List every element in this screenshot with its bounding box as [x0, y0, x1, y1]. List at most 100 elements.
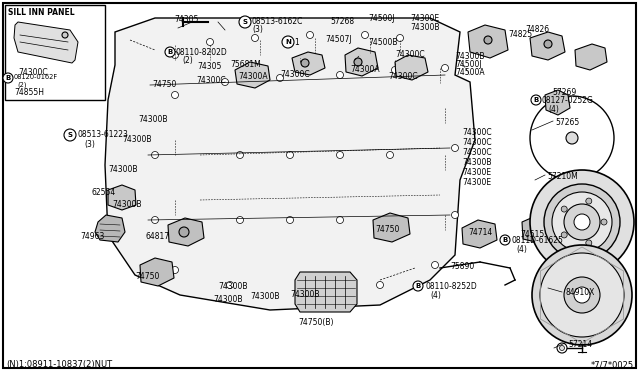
Text: 74507J: 74507J — [325, 35, 351, 44]
Polygon shape — [295, 272, 357, 312]
Text: N: N — [285, 39, 291, 45]
Text: 74300B: 74300B — [410, 23, 440, 32]
Text: B: B — [533, 97, 539, 103]
Circle shape — [337, 217, 344, 224]
Polygon shape — [530, 32, 565, 60]
Text: 74300E: 74300E — [462, 168, 491, 177]
Text: 74300B: 74300B — [462, 158, 492, 167]
Text: 74300B: 74300B — [213, 295, 243, 304]
Text: 74300C: 74300C — [196, 76, 226, 85]
Circle shape — [3, 73, 13, 83]
Circle shape — [442, 64, 449, 71]
Text: 74500A: 74500A — [455, 68, 484, 77]
Circle shape — [564, 277, 600, 313]
Circle shape — [559, 346, 564, 350]
Text: B: B — [5, 75, 11, 81]
Text: 74300C: 74300C — [462, 148, 492, 157]
Text: 57210M: 57210M — [547, 172, 578, 181]
Circle shape — [287, 151, 294, 158]
Circle shape — [530, 170, 634, 274]
Polygon shape — [345, 48, 378, 76]
Polygon shape — [395, 55, 428, 80]
Circle shape — [601, 219, 607, 225]
Text: 74300B: 74300B — [250, 292, 280, 301]
Text: 1: 1 — [294, 38, 299, 47]
Text: 08120-0162F: 08120-0162F — [14, 74, 58, 80]
Text: 74300C: 74300C — [462, 138, 492, 147]
Bar — [5, 5, 105, 100]
Text: 57268: 57268 — [330, 17, 354, 26]
Polygon shape — [14, 22, 78, 63]
Circle shape — [337, 71, 344, 78]
Text: 74300C: 74300C — [388, 72, 418, 81]
Text: 74300B: 74300B — [122, 135, 152, 144]
Circle shape — [566, 132, 578, 144]
Text: 75890: 75890 — [450, 262, 474, 271]
Circle shape — [413, 281, 423, 291]
Circle shape — [172, 266, 179, 273]
Polygon shape — [292, 52, 325, 75]
Text: 74500B: 74500B — [368, 38, 397, 47]
Text: 62554: 62554 — [92, 188, 116, 197]
Circle shape — [586, 240, 592, 246]
Circle shape — [561, 206, 567, 212]
Text: B: B — [415, 283, 420, 289]
Text: 74300E: 74300E — [462, 178, 491, 187]
Circle shape — [282, 36, 294, 48]
Circle shape — [165, 47, 175, 57]
Circle shape — [552, 192, 612, 252]
Circle shape — [574, 287, 590, 303]
Circle shape — [64, 129, 76, 141]
Text: 74305: 74305 — [197, 62, 221, 71]
Circle shape — [540, 253, 624, 337]
Circle shape — [561, 232, 567, 238]
Polygon shape — [105, 18, 475, 310]
Circle shape — [544, 184, 620, 260]
Polygon shape — [168, 218, 204, 246]
Text: (2): (2) — [182, 56, 193, 65]
Circle shape — [530, 96, 614, 180]
Text: 74300C: 74300C — [462, 128, 492, 137]
Text: (4): (4) — [548, 105, 559, 114]
Text: 74750: 74750 — [375, 225, 399, 234]
Polygon shape — [555, 174, 575, 190]
Circle shape — [152, 151, 159, 158]
Circle shape — [307, 292, 314, 298]
Text: 74515: 74515 — [520, 230, 544, 239]
Circle shape — [237, 217, 243, 224]
Circle shape — [564, 204, 600, 240]
Text: SILL INN PANEL: SILL INN PANEL — [8, 8, 75, 17]
Circle shape — [307, 32, 314, 38]
Text: 57269: 57269 — [552, 88, 576, 97]
Text: 74300C: 74300C — [18, 68, 47, 77]
Circle shape — [354, 58, 362, 66]
Polygon shape — [468, 25, 508, 58]
Circle shape — [397, 35, 403, 42]
Text: (3): (3) — [84, 140, 95, 149]
Circle shape — [172, 92, 179, 99]
Polygon shape — [575, 44, 607, 70]
Polygon shape — [95, 215, 125, 242]
Text: S: S — [67, 132, 72, 138]
Circle shape — [172, 51, 179, 58]
Circle shape — [574, 214, 590, 230]
Circle shape — [252, 35, 259, 42]
Text: 74300A: 74300A — [238, 72, 268, 81]
Text: (N)1:08911-10837(2)NUT: (N)1:08911-10837(2)NUT — [6, 360, 112, 369]
Text: 75681M: 75681M — [230, 60, 260, 69]
Text: 74825: 74825 — [508, 30, 532, 39]
Text: B: B — [168, 49, 173, 55]
Text: 74826: 74826 — [525, 25, 549, 34]
Circle shape — [221, 78, 228, 86]
Circle shape — [387, 217, 394, 224]
Circle shape — [544, 40, 552, 48]
Text: 74300B: 74300B — [290, 290, 319, 299]
Circle shape — [362, 32, 369, 38]
Circle shape — [237, 151, 243, 158]
Polygon shape — [545, 90, 570, 115]
Circle shape — [287, 217, 294, 224]
Polygon shape — [522, 215, 557, 243]
Text: 57265: 57265 — [555, 118, 579, 127]
Polygon shape — [462, 220, 497, 248]
Circle shape — [179, 227, 189, 237]
